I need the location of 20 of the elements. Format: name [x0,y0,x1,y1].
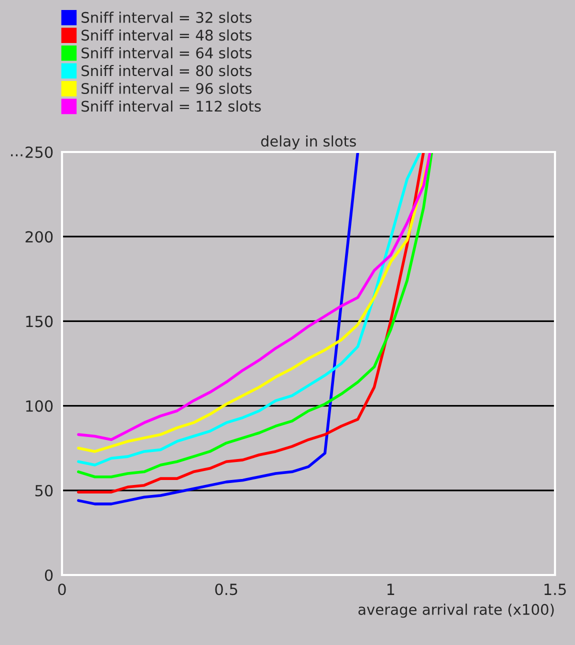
legend-label: Sniff interval = 32 slots [82,12,252,23]
x-tick-label: 1.5 [544,584,566,596]
y-tick-label: 150 [26,316,53,328]
y-tick-label: 0 [44,569,53,582]
legend-label: Sniff interval = 112 slots [82,100,261,112]
line-series [77,152,360,506]
x-tick-label: 1 [387,584,394,595]
legend-label: Sniff interval = 48 slots [82,29,252,41]
y-tick-label: 250 [26,146,53,158]
legend-label: Sniff interval = 80 slots [82,64,252,76]
x-axis-title: average arrival rate (x100) [358,604,554,618]
y-tick-label: 50 [35,484,53,496]
y-tick-label: 200 [26,231,53,243]
text: ... [11,154,22,156]
legend-label: Sniff interval = 64 slots [82,47,252,58]
x-tick-label: 0 [58,584,66,596]
y-tick-label: 100 [26,400,53,412]
legend-label: Sniff interval = 96 slots [82,82,252,94]
x-tick-label: 0.5 [215,584,238,596]
chart-title: delay in slots [261,135,356,150]
